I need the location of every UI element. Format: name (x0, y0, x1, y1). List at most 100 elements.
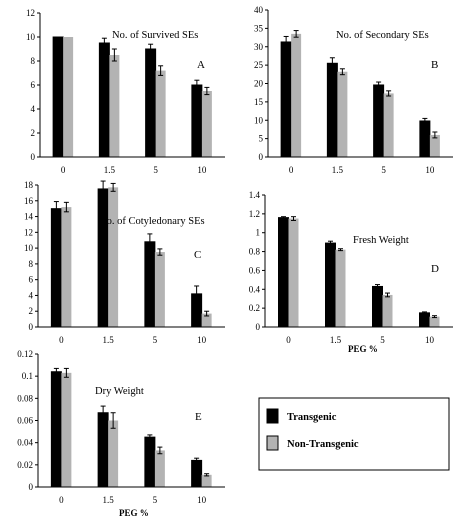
bar-non-transgenic (201, 313, 212, 327)
bar-non-transgenic (154, 252, 165, 327)
y-tick-label: 0 (256, 322, 261, 332)
bar-transgenic (419, 312, 430, 328)
chart-title: No. of Cotyledonary SEs (99, 216, 205, 227)
error-bar (385, 292, 390, 298)
y-tick-label: 6 (29, 275, 34, 285)
y-tick-label: 0 (31, 152, 36, 162)
x-tick-label: 0 (286, 335, 291, 345)
x-tick-label: 5 (380, 335, 385, 345)
y-tick-label: 35 (254, 23, 264, 33)
y-tick-label: 2 (31, 128, 36, 138)
error-bar (339, 68, 345, 76)
y-tick-label: 14 (24, 212, 34, 222)
bar-non-transgenic (154, 450, 165, 487)
bar-transgenic (191, 459, 203, 488)
bar-transgenic (97, 188, 109, 328)
error-bar (53, 201, 59, 217)
error-bar (110, 412, 116, 429)
bar-non-transgenic (201, 474, 212, 487)
chart-title: Fresh Weight (353, 235, 409, 246)
bar-transgenic (372, 285, 383, 328)
error-bar (422, 311, 427, 315)
error-bar (158, 65, 164, 76)
y-tick-label: 30 (254, 42, 264, 52)
bar-non-transgenic (61, 207, 72, 327)
error-bar (194, 79, 200, 91)
x-tick-label: 0 (61, 165, 66, 175)
panel-letter: B (431, 59, 438, 71)
y-tick-label: 0.2 (249, 303, 260, 313)
chart-panel-c: 0 2 4 6 8 10 12 14 16 18 0 1.5 5 10 No. of Cotyledonar… (24, 180, 225, 345)
x-tick-label: 10 (425, 335, 435, 345)
y-tick-label: 2 (29, 306, 34, 316)
bar-transgenic (52, 36, 64, 158)
x-axis-label: PEG % (119, 508, 149, 518)
y-tick-label: 0.6 (249, 265, 261, 275)
error-bar (432, 131, 438, 139)
bar-transgenic (144, 241, 156, 328)
bar-non-transgenic (291, 33, 302, 158)
bar-non-transgenic (337, 71, 348, 157)
y-tick-label: 0.4 (249, 284, 261, 294)
error-bar (338, 248, 343, 252)
x-tick-label: 5 (153, 335, 158, 345)
y-tick-label: 40 (254, 5, 264, 15)
chart-title: No. of Survived SEs (112, 30, 198, 41)
x-tick-label: 5 (153, 165, 158, 175)
error-bar (53, 367, 59, 376)
y-tick-label: 0.12 (17, 349, 33, 359)
y-tick-label: 0.02 (17, 460, 33, 470)
bar-non-transgenic (429, 316, 440, 327)
chart-title: Dry Weight (95, 386, 144, 397)
error-bar (204, 86, 210, 96)
bar-non-transgenic (382, 294, 393, 327)
x-tick-label: 1.5 (103, 495, 115, 505)
bar-transgenic (98, 42, 110, 158)
x-tick-label: 1.5 (103, 335, 115, 345)
x-tick-label: 0 (289, 165, 294, 175)
bar-transgenic (280, 41, 292, 158)
error-bar (110, 182, 116, 192)
y-tick-label: 4 (29, 290, 34, 300)
legend-label-transgenic: Transgenic (287, 412, 337, 423)
legend-label-non-transgenic: Non-Transgenic (287, 439, 359, 450)
error-bar (157, 248, 163, 256)
error-bar (281, 216, 286, 220)
panel-letter: C (194, 249, 201, 261)
error-bar (100, 180, 106, 198)
bar-transgenic (145, 48, 157, 158)
error-bar (100, 405, 106, 420)
bar-non-transgenic (109, 55, 120, 157)
bar-non-transgenic (108, 420, 119, 487)
y-tick-label: 12 (26, 8, 35, 18)
error-bar (101, 37, 107, 49)
bar-non-transgenic (335, 249, 346, 327)
bar-transgenic (144, 436, 156, 488)
bar-non-transgenic (383, 93, 394, 157)
error-bar (194, 285, 200, 303)
y-tick-label: 4 (31, 104, 36, 114)
bar-non-transgenic (108, 187, 119, 327)
error-bar (283, 35, 289, 48)
y-tick-label: 20 (254, 79, 264, 89)
x-tick-label: 10 (197, 335, 207, 345)
bar-transgenic (325, 242, 336, 328)
bar-transgenic (373, 84, 385, 158)
y-tick-label: 0.04 (17, 438, 33, 448)
x-tick-label: 0 (59, 335, 64, 345)
chart-panel-e: 0 0.02 0.04 0.06 0.08 0.1 0.12 0 1.5 5 10 Dry Weigh… (17, 349, 225, 518)
error-bar (422, 117, 428, 125)
x-tick-label: 5 (381, 165, 386, 175)
legend-swatch-transgenic (266, 408, 279, 424)
error-bar (147, 434, 153, 440)
panel-letter: E (195, 411, 202, 423)
y-tick-label: 0.06 (17, 416, 33, 426)
y-tick-label: 18 (24, 180, 34, 190)
x-tick-label: 10 (425, 165, 435, 175)
error-bar (157, 446, 163, 455)
bar-transgenic (50, 371, 62, 488)
x-tick-label: 1.5 (330, 335, 342, 345)
error-bar (375, 284, 380, 289)
